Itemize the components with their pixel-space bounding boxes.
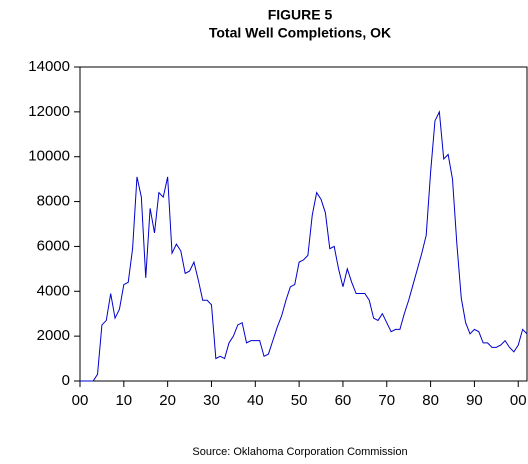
x-tick-label: 80 [422,392,439,409]
y-tick-label: 0 [62,372,70,389]
chart-title: FIGURE 5 [268,7,333,23]
plot-frame [79,66,528,382]
x-tick-label: 10 [115,392,132,409]
x-tick-label: 90 [466,392,483,409]
y-tick-label: 6000 [37,237,70,254]
y-tick-label: 12000 [28,103,70,120]
y-tick-label: 8000 [37,193,70,210]
source-note: Source: Oklahoma Corporation Commission [192,446,407,458]
x-tick-label: 60 [335,392,352,409]
x-tick-label: 40 [247,392,264,409]
x-tick-label: 50 [291,392,308,409]
y-tick-label: 14000 [28,58,70,75]
x-tick-label: 70 [378,392,395,409]
x-tick-label: 30 [203,392,220,409]
x-tick-label: 00 [510,392,527,409]
x-tick-label: 00 [72,392,89,409]
data-line [80,110,528,382]
y-tick-label: 4000 [37,282,70,299]
y-tick-label: 10000 [28,148,70,165]
y-tick-label: 2000 [37,327,70,344]
x-tick-label: 20 [159,392,176,409]
chart-subtitle: Total Well Completions, OK [209,25,391,41]
